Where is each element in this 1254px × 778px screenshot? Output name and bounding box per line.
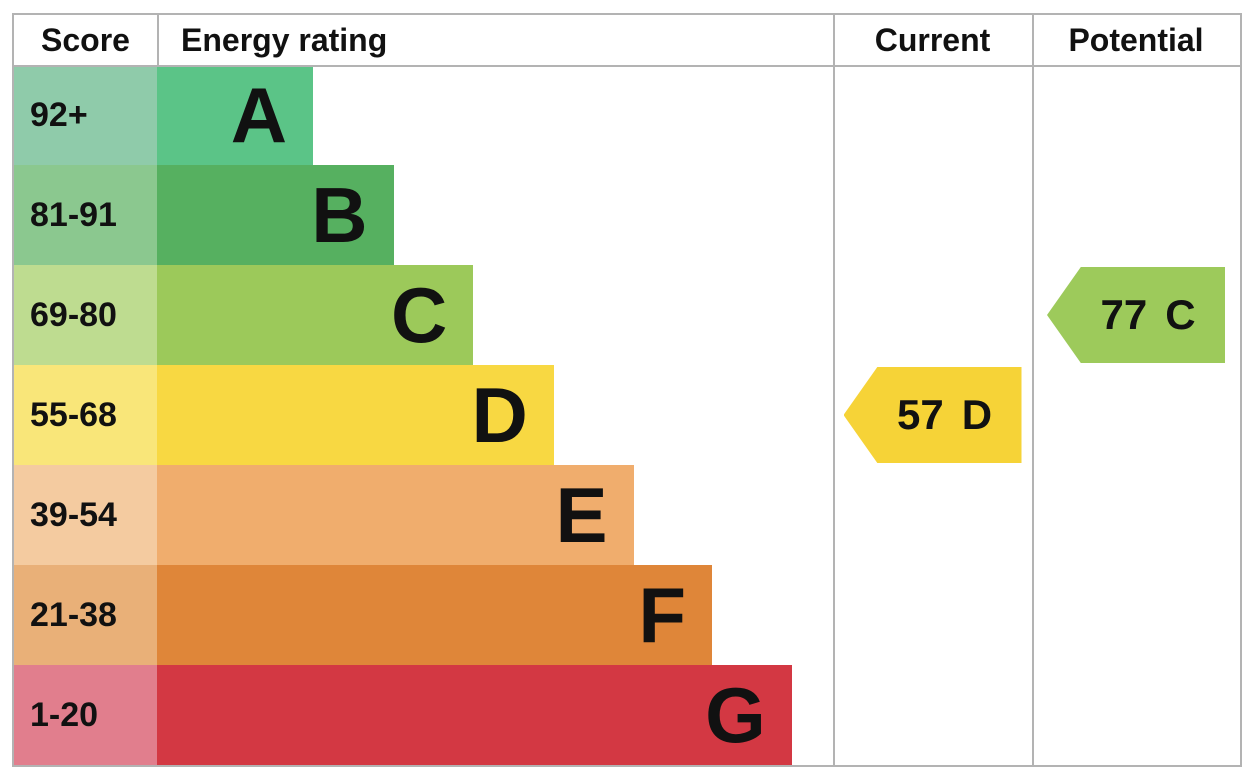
band-bar-e: E bbox=[157, 465, 634, 565]
current-cell-g bbox=[833, 665, 1032, 765]
current-score-value: 57 bbox=[896, 391, 944, 438]
potential-cell-b bbox=[1032, 165, 1240, 265]
current-cell-c bbox=[833, 265, 1032, 365]
band-row-a: 92+ A bbox=[14, 65, 1240, 165]
rating-cell-d: D bbox=[157, 365, 833, 465]
column-header-potential: Potential bbox=[1068, 21, 1204, 58]
current-cell-e bbox=[833, 465, 1032, 565]
score-range-b: 81-91 bbox=[14, 165, 157, 265]
potential-band-letter: C bbox=[1165, 291, 1196, 338]
score-range-d: 55-68 bbox=[14, 365, 157, 465]
potential-rating-arrow: 77 C bbox=[1047, 267, 1225, 363]
potential-cell-c: 77 C bbox=[1032, 265, 1240, 365]
band-bar-b: B bbox=[157, 165, 394, 265]
header-row: Score Energy rating Current Potential bbox=[14, 15, 1240, 65]
potential-cell-f bbox=[1032, 565, 1240, 665]
score-range-f: 21-38 bbox=[14, 565, 157, 665]
band-row-d: 55-68 D 57 D bbox=[14, 365, 1240, 465]
score-range-a: 92+ bbox=[14, 65, 157, 165]
column-header-current: Current bbox=[874, 21, 991, 58]
band-row-g: 1-20 G bbox=[14, 665, 1240, 765]
grid-line-score-rating bbox=[157, 15, 159, 65]
band-bar-a: A bbox=[157, 65, 314, 165]
rating-cell-f: F bbox=[157, 565, 833, 665]
rating-cell-e: E bbox=[157, 465, 833, 565]
potential-score-value: 77 bbox=[1100, 291, 1148, 338]
epc-rating-table: Score Energy rating Current Potential 92… bbox=[12, 13, 1242, 767]
potential-cell-g bbox=[1032, 665, 1240, 765]
potential-cell-d bbox=[1032, 365, 1240, 465]
band-bar-g: G bbox=[157, 665, 792, 765]
band-bar-d: D bbox=[157, 365, 554, 465]
potential-cell-a bbox=[1032, 65, 1240, 165]
column-header-score: Score bbox=[41, 21, 130, 58]
current-cell-f bbox=[833, 565, 1032, 665]
band-row-f: 21-38 F bbox=[14, 565, 1240, 665]
current-band-letter: D bbox=[961, 391, 993, 438]
band-row-b: 81-91 B bbox=[14, 165, 1240, 265]
current-rating-arrow: 57 D bbox=[843, 367, 1022, 463]
score-range-g: 1-20 bbox=[14, 665, 157, 765]
rating-cell-g: G bbox=[157, 665, 833, 765]
potential-cell-e bbox=[1032, 465, 1240, 565]
rating-cell-a: A bbox=[157, 65, 833, 165]
column-header-energy-rating: Energy rating bbox=[181, 21, 388, 58]
band-bar-f: F bbox=[157, 565, 712, 665]
grid-line-current-potential bbox=[1032, 15, 1034, 765]
grid-line-rating-current bbox=[833, 15, 835, 765]
band-row-c: 69-80 C 77 C bbox=[14, 265, 1240, 365]
score-range-e: 39-54 bbox=[14, 465, 157, 565]
band-row-e: 39-54 E bbox=[14, 465, 1240, 565]
score-range-c: 69-80 bbox=[14, 265, 157, 365]
current-cell-b bbox=[833, 165, 1032, 265]
rating-cell-b: B bbox=[157, 165, 833, 265]
current-cell-a bbox=[833, 65, 1032, 165]
band-bar-c: C bbox=[157, 265, 474, 365]
current-cell-d: 57 D bbox=[833, 365, 1032, 465]
grid-line-header-bottom bbox=[14, 65, 1240, 67]
rating-cell-c: C bbox=[157, 265, 833, 365]
